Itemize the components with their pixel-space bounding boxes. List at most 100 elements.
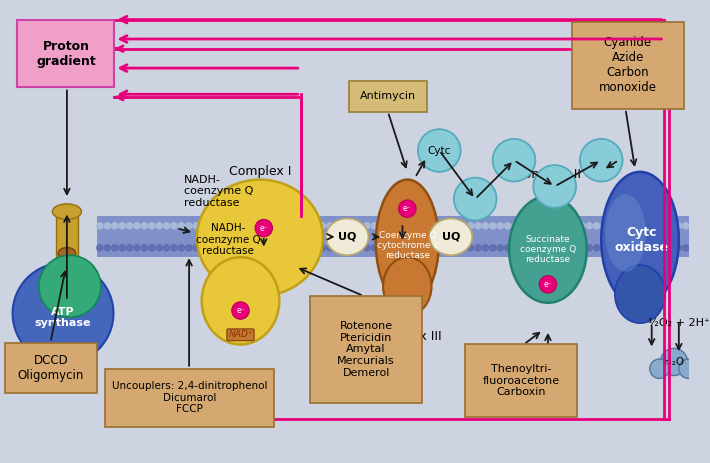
Circle shape — [398, 200, 416, 218]
Circle shape — [660, 245, 667, 251]
Circle shape — [645, 245, 652, 251]
Circle shape — [238, 223, 244, 229]
Circle shape — [527, 223, 533, 229]
Circle shape — [423, 245, 430, 251]
Text: Complex III: Complex III — [373, 330, 442, 343]
Text: H₂O: H₂O — [664, 357, 684, 367]
Circle shape — [297, 245, 303, 251]
Circle shape — [408, 223, 415, 229]
FancyBboxPatch shape — [572, 22, 684, 109]
Circle shape — [533, 165, 576, 208]
Circle shape — [215, 245, 222, 251]
Circle shape — [512, 245, 518, 251]
Circle shape — [193, 245, 200, 251]
Circle shape — [282, 245, 288, 251]
Circle shape — [482, 223, 488, 229]
Circle shape — [126, 223, 133, 229]
Circle shape — [245, 223, 251, 229]
Circle shape — [119, 245, 125, 251]
Ellipse shape — [615, 265, 665, 323]
Circle shape — [542, 223, 548, 229]
Text: e⁻: e⁻ — [544, 280, 552, 289]
Circle shape — [268, 223, 273, 229]
Circle shape — [675, 223, 682, 229]
Circle shape — [539, 275, 557, 293]
Circle shape — [371, 223, 377, 229]
Circle shape — [682, 245, 689, 251]
Circle shape — [275, 223, 281, 229]
Circle shape — [623, 245, 630, 251]
Circle shape — [364, 245, 370, 251]
Text: Succinate
coenzyme Q
reductase: Succinate coenzyme Q reductase — [520, 235, 576, 264]
Circle shape — [223, 223, 229, 229]
Circle shape — [623, 223, 630, 229]
Circle shape — [13, 263, 114, 364]
Circle shape — [290, 245, 296, 251]
Circle shape — [616, 223, 622, 229]
Circle shape — [527, 245, 533, 251]
Text: Coenzyme Q
cytochrome c
reductase: Coenzyme Q cytochrome c reductase — [376, 231, 438, 261]
Text: NADH-
coenzyme Q
reductase: NADH- coenzyme Q reductase — [185, 175, 253, 208]
Circle shape — [586, 223, 592, 229]
Circle shape — [253, 245, 258, 251]
Circle shape — [230, 245, 236, 251]
Circle shape — [580, 139, 623, 181]
Circle shape — [342, 223, 348, 229]
Text: NADH-
coenzyme Q
reductase: NADH- coenzyme Q reductase — [195, 223, 261, 257]
Circle shape — [290, 223, 296, 229]
FancyBboxPatch shape — [56, 217, 77, 257]
Circle shape — [327, 245, 333, 251]
Circle shape — [119, 223, 125, 229]
Circle shape — [638, 223, 644, 229]
Circle shape — [557, 245, 563, 251]
Circle shape — [497, 245, 503, 251]
Circle shape — [356, 245, 363, 251]
Circle shape — [156, 245, 163, 251]
Circle shape — [111, 223, 118, 229]
Circle shape — [305, 223, 310, 229]
Circle shape — [386, 245, 392, 251]
Circle shape — [653, 245, 659, 251]
Circle shape — [579, 245, 585, 251]
Circle shape — [156, 223, 163, 229]
Circle shape — [349, 245, 355, 251]
Circle shape — [572, 245, 577, 251]
Circle shape — [312, 245, 318, 251]
Circle shape — [630, 223, 637, 229]
Circle shape — [594, 245, 600, 251]
FancyBboxPatch shape — [97, 217, 689, 257]
Circle shape — [148, 223, 155, 229]
Circle shape — [564, 223, 570, 229]
Circle shape — [245, 245, 251, 251]
Circle shape — [667, 223, 674, 229]
Text: Uncouplers: 2,4-dinitrophenol
Dicumarol
FCCP: Uncouplers: 2,4-dinitrophenol Dicumarol … — [112, 381, 268, 414]
Text: UQ: UQ — [338, 232, 356, 242]
FancyBboxPatch shape — [105, 369, 275, 427]
FancyBboxPatch shape — [349, 81, 427, 112]
Circle shape — [660, 348, 687, 375]
Circle shape — [364, 223, 370, 229]
Circle shape — [104, 245, 110, 251]
Circle shape — [163, 223, 170, 229]
Text: Succinate: Succinate — [519, 377, 577, 390]
Text: Proton
gradient: Proton gradient — [36, 39, 96, 68]
Text: Thenoyltri-
fluoroacetone
Carboxin: Thenoyltri- fluoroacetone Carboxin — [483, 364, 559, 397]
Circle shape — [171, 223, 177, 229]
Ellipse shape — [58, 248, 76, 259]
Circle shape — [201, 245, 207, 251]
Circle shape — [356, 223, 363, 229]
Circle shape — [594, 223, 600, 229]
Circle shape — [141, 245, 148, 251]
Circle shape — [408, 245, 415, 251]
Circle shape — [579, 223, 585, 229]
Circle shape — [505, 245, 510, 251]
Circle shape — [454, 178, 496, 220]
Text: DCCD
Oligomycin: DCCD Oligomycin — [18, 354, 84, 382]
Circle shape — [39, 255, 101, 317]
Circle shape — [320, 223, 325, 229]
Text: Cytc
oxidase: Cytc oxidase — [615, 226, 669, 254]
Text: UQ: UQ — [442, 232, 460, 242]
Circle shape — [453, 245, 459, 251]
Circle shape — [400, 223, 407, 229]
FancyBboxPatch shape — [466, 344, 577, 417]
